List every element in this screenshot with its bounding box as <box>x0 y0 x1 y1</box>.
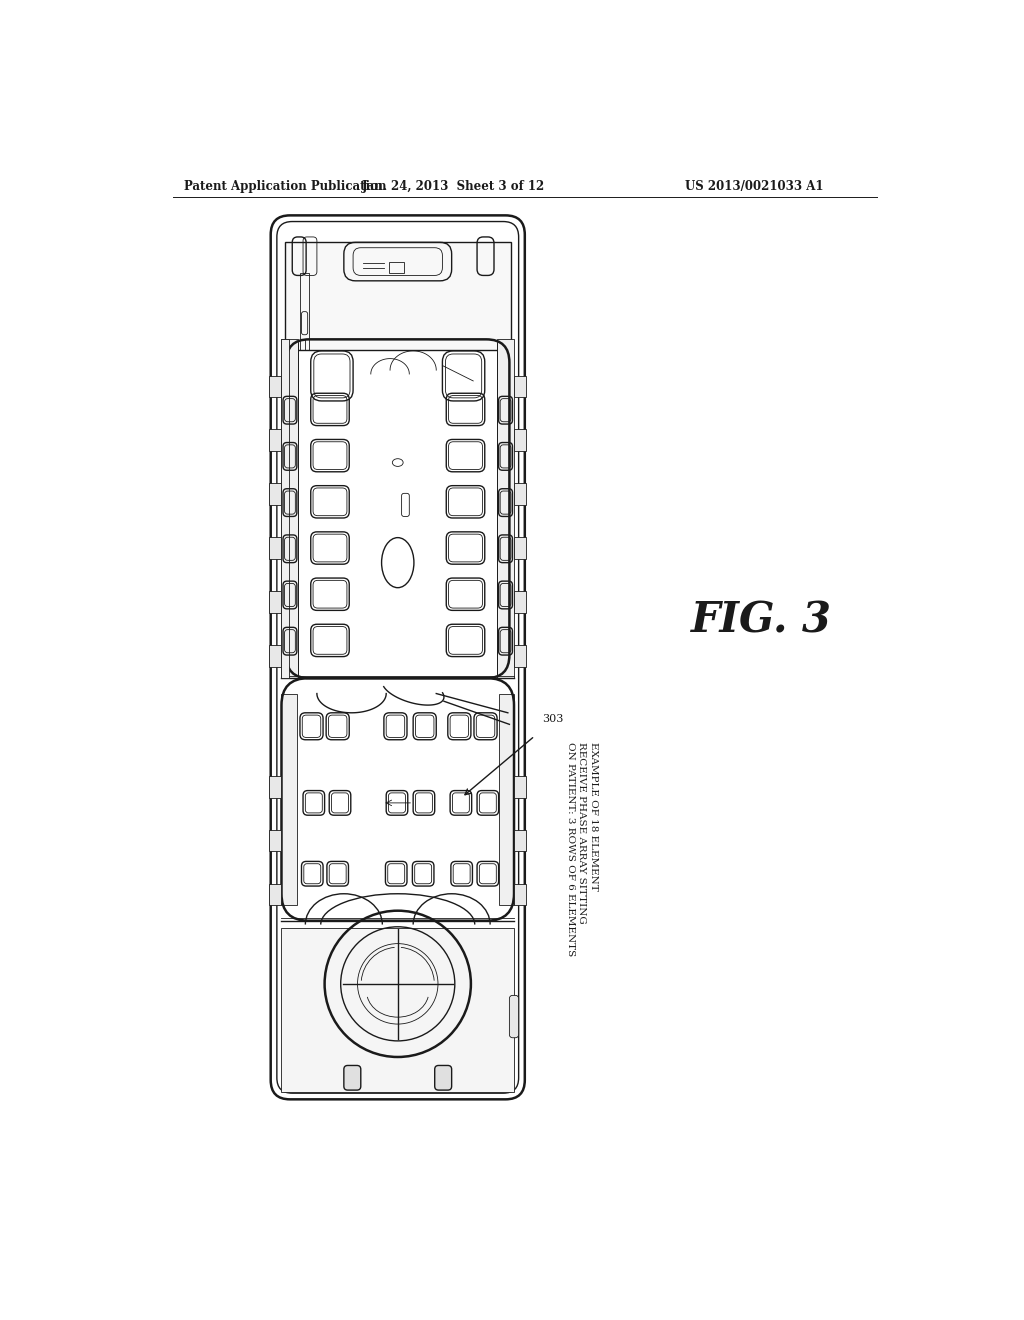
Bar <box>282 339 298 678</box>
Bar <box>269 830 282 851</box>
FancyBboxPatch shape <box>435 1065 452 1090</box>
Bar <box>499 693 514 906</box>
Bar <box>269 645 282 667</box>
Bar <box>269 376 282 397</box>
Bar <box>514 645 526 667</box>
Bar <box>300 273 309 350</box>
Bar <box>514 830 526 851</box>
Text: Patent Application Publication: Patent Application Publication <box>184 180 387 193</box>
Bar <box>269 776 282 797</box>
Bar <box>269 537 282 558</box>
Bar <box>497 339 514 678</box>
Bar <box>269 884 282 906</box>
Bar <box>514 429 526 451</box>
Text: 303: 303 <box>543 714 564 725</box>
Bar <box>269 483 282 506</box>
Bar <box>388 261 403 273</box>
Bar <box>269 429 282 451</box>
FancyBboxPatch shape <box>270 215 524 1100</box>
Bar <box>514 537 526 558</box>
Bar <box>285 243 511 350</box>
Bar <box>514 483 526 506</box>
Bar <box>282 928 514 1092</box>
Bar <box>269 591 282 612</box>
Text: US 2013/0021033 A1: US 2013/0021033 A1 <box>685 180 823 193</box>
Text: EXAMPLE OF 18 ELEMENT
RECEIVE PHASE ARRAY SITTING
ON PATIENT: 3 ROWS OF 6 ELEMEN: EXAMPLE OF 18 ELEMENT RECEIVE PHASE ARRA… <box>565 742 598 956</box>
Bar <box>514 776 526 797</box>
Bar <box>282 693 297 906</box>
Bar <box>514 591 526 612</box>
Text: Jan. 24, 2013  Sheet 3 of 12: Jan. 24, 2013 Sheet 3 of 12 <box>362 180 546 193</box>
Bar <box>282 339 289 678</box>
Bar <box>514 376 526 397</box>
FancyBboxPatch shape <box>509 995 518 1038</box>
Bar <box>514 884 526 906</box>
FancyBboxPatch shape <box>344 1065 360 1090</box>
Text: FIG. 3: FIG. 3 <box>691 599 833 642</box>
